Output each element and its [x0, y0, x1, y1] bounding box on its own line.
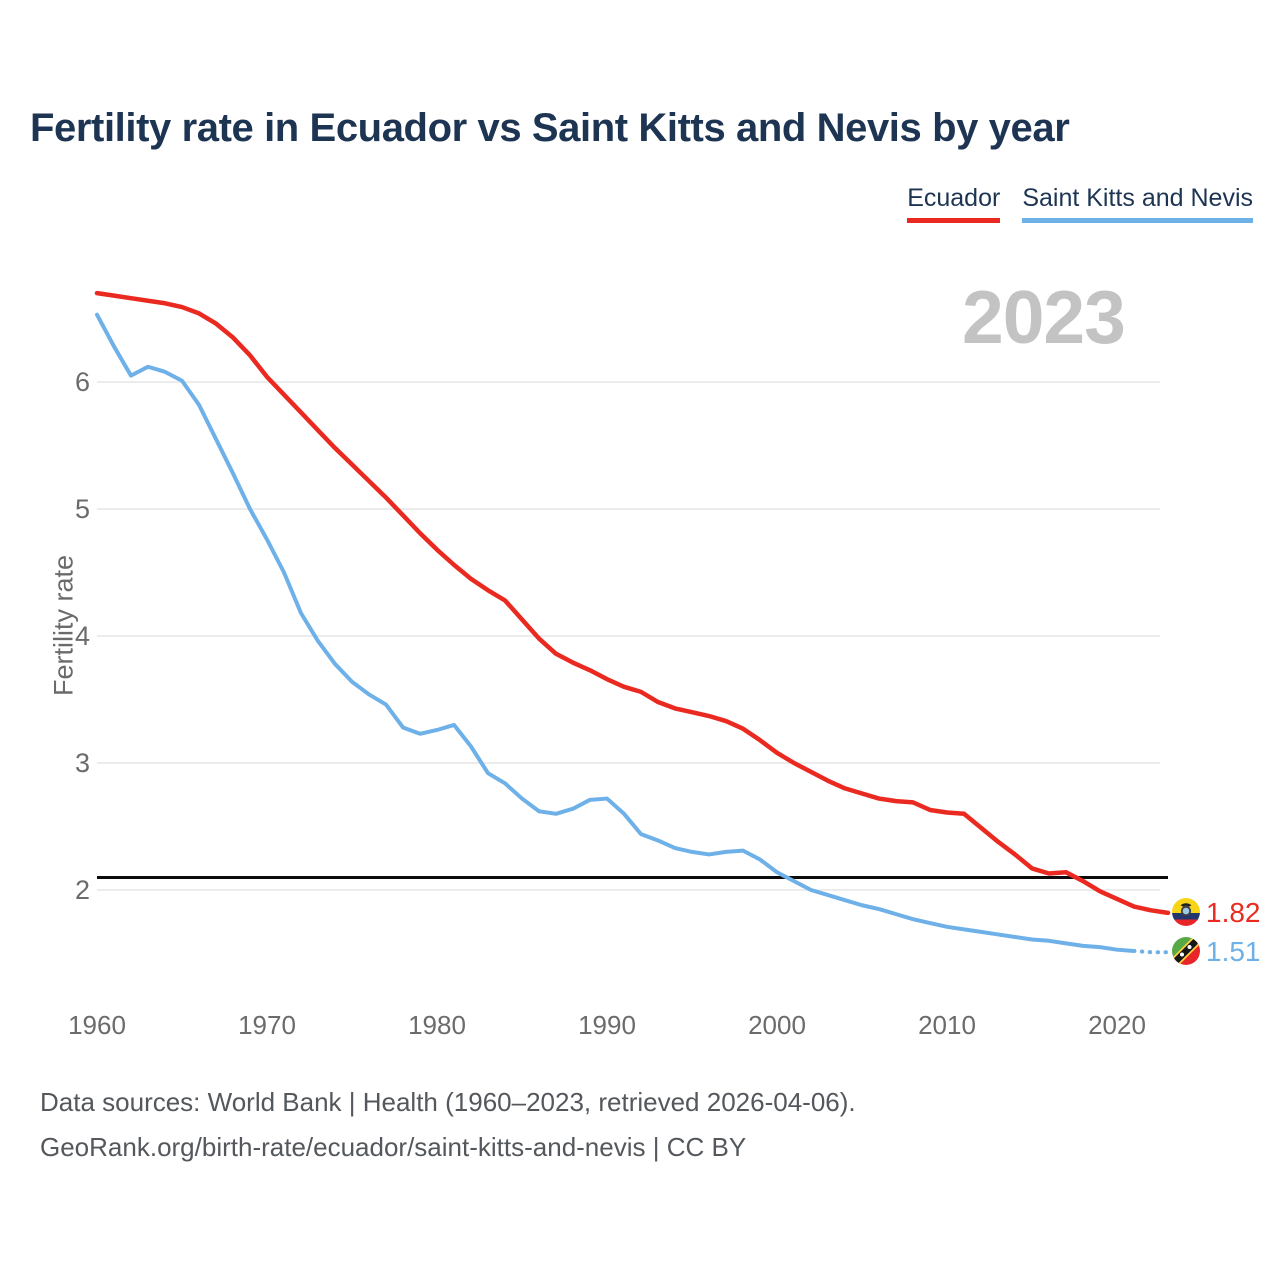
x-tick-label: 2020 [1088, 1010, 1146, 1040]
chart-title: Fertility rate in Ecuador vs Saint Kitts… [30, 106, 1070, 150]
y-gridline [97, 635, 1160, 637]
y-gridline [97, 889, 1160, 891]
y-tick-label: 3 [74, 748, 90, 778]
footer: Data sources: World Bank | Health (1960–… [40, 1080, 1240, 1170]
footer-data-sources: Data sources: World Bank | Health (1960–… [40, 1087, 856, 1117]
footer-attribution: GeoRank.org/birth-rate/ecuador/saint-kit… [40, 1132, 747, 1162]
x-tick-label: 1960 [68, 1010, 126, 1040]
saint-kitts-and-nevis-line [95, 312, 1136, 953]
legend-item-saint-kitts-and-nevis[interactable]: Saint Kitts and Nevis [1022, 184, 1253, 223]
x-tick-label: 2010 [918, 1010, 976, 1040]
ecuador-line [94, 290, 1171, 916]
x-tick-label: 2000 [748, 1010, 806, 1040]
y-gridline [97, 762, 1160, 764]
y-gridline [97, 381, 1160, 383]
replacement-level-reference-line [97, 875, 1168, 879]
legend-item-ecuador[interactable]: Ecuador [907, 184, 1001, 223]
y-tick-label: 6 [74, 367, 90, 397]
legend: Ecuador Saint Kitts and Nevis [907, 184, 1253, 223]
x-tick-label: 1970 [238, 1010, 296, 1040]
x-tick-label: 1980 [408, 1010, 466, 1040]
saint-kitts-and-nevis-flag-icon [1172, 937, 1200, 965]
x-tick-label: 1990 [578, 1010, 636, 1040]
y-gridline [97, 508, 1160, 510]
saint-kitts-and-nevis-line-dotted-tail [1132, 948, 1170, 955]
y-tick-label: 5 [74, 494, 90, 524]
y-tick-label: 2 [74, 875, 90, 905]
end-value-ecuador: 1.82 [1206, 897, 1261, 928]
y-tick-label: 4 [74, 621, 90, 651]
end-value-saint-kitts-and-nevis: 1.51 [1206, 936, 1261, 967]
current-year-badge: 2023 [962, 275, 1126, 359]
ecuador-flag-icon [1172, 898, 1200, 926]
